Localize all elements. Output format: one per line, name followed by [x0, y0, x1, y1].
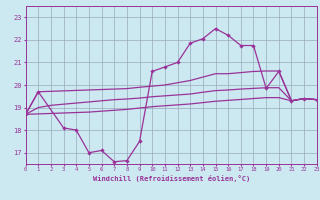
X-axis label: Windchill (Refroidissement éolien,°C): Windchill (Refroidissement éolien,°C): [92, 175, 250, 182]
